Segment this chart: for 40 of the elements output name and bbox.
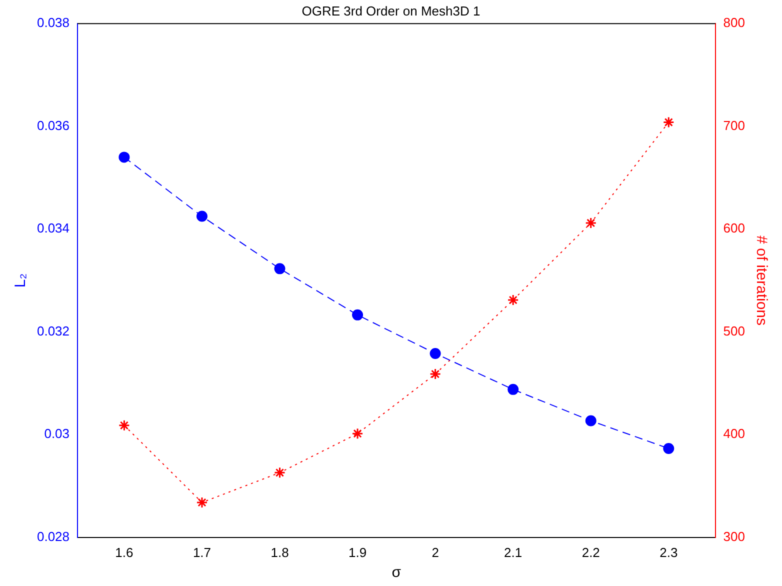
x-tick-label: 1.8: [270, 544, 289, 560]
x-tick-label: 1.7: [192, 544, 212, 560]
y-tick-label: 0.036: [36, 118, 70, 133]
y2-tick-label: 600: [723, 220, 746, 236]
point: [274, 466, 286, 478]
x-tick-label: 1.9: [348, 544, 367, 560]
y-tick-label: 0.038: [36, 15, 70, 30]
point: [118, 420, 130, 432]
y2-tick-label: 500: [723, 323, 746, 338]
point: [662, 116, 674, 128]
x-tick-label: 2.2: [582, 544, 600, 560]
point: [352, 309, 364, 320]
point: [430, 368, 442, 380]
point: [196, 496, 208, 508]
x-tick-label: 1.6: [115, 544, 134, 560]
point: [352, 428, 364, 440]
point: [663, 443, 674, 454]
x-tick-label: 2.3: [660, 544, 678, 560]
y-tick-label: 0.032: [36, 323, 70, 338]
point: [507, 294, 519, 306]
y2-axis-title: # of iterations: [752, 235, 770, 326]
x-tick-label: 2: [432, 544, 439, 560]
point: [430, 348, 441, 359]
x-axis-title: σ: [392, 564, 402, 582]
y-axis-title: L₂: [12, 273, 30, 288]
y2-tick-label: 400: [723, 426, 746, 442]
point: [274, 263, 286, 274]
chart-title: OGRE 3rd Order on Mesh3D 1: [302, 3, 480, 18]
y-tick-label: 0.034: [36, 220, 70, 236]
point: [585, 415, 596, 426]
y2-tick-label: 300: [723, 528, 746, 544]
y-tick-label: 0.028: [36, 528, 70, 544]
point: [508, 384, 519, 395]
y2-tick-label: 800: [723, 15, 746, 30]
point: [585, 217, 597, 229]
y2-tick-label: 700: [723, 118, 746, 133]
point: [118, 152, 130, 163]
y-tick-label: 0.03: [44, 426, 70, 442]
point: [196, 210, 208, 222]
x-tick-label: 2.1: [504, 544, 522, 560]
